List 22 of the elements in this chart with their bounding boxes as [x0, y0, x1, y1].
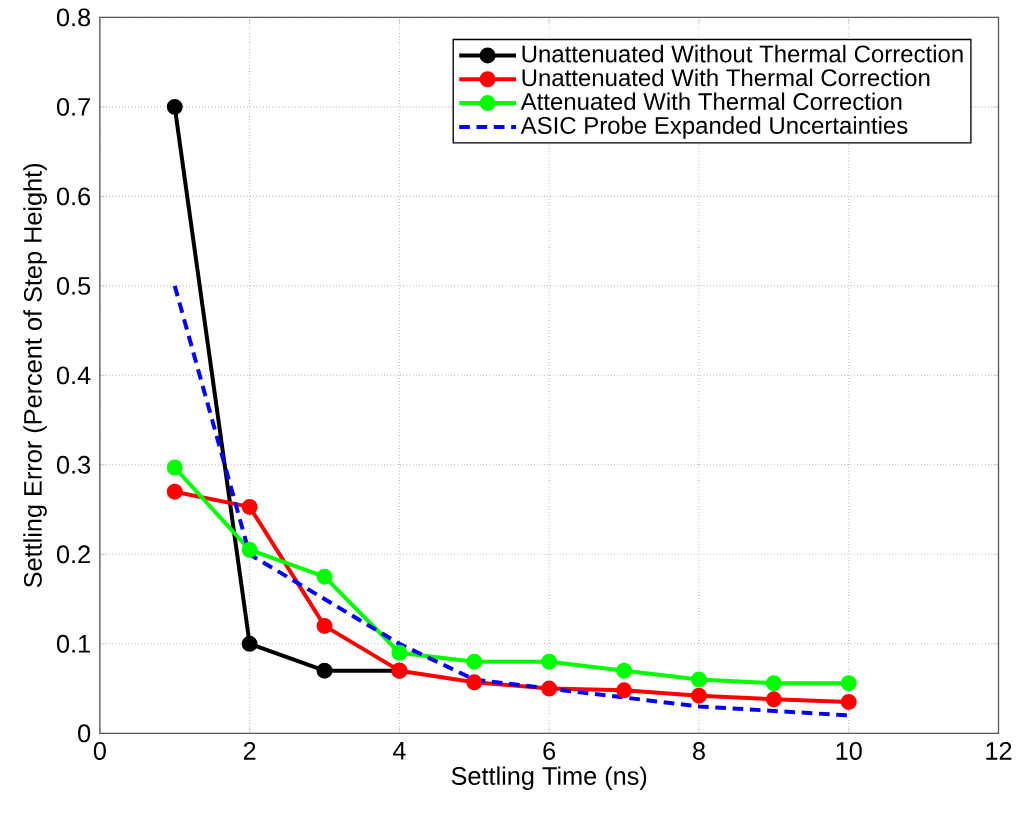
y-tick-label: 0.7 [56, 97, 90, 116]
y-tick-label: 0.5 [56, 276, 91, 295]
legend-label: ASIC Probe Expanded Uncertainties [520, 116, 908, 139]
y-tick-label: 0.4 [56, 366, 91, 385]
legend-label: Attenuated With Thermal Correction [520, 92, 902, 110]
y-tick-label: 0.8 [56, 8, 91, 27]
x-axis-title: Settling Time (ns) [451, 766, 647, 790]
y-tick-label: 0.1 [56, 634, 90, 653]
x-tick-label: 4 [392, 741, 406, 760]
x-tick-label: 8 [693, 741, 705, 760]
y-tick-label: 0.6 [56, 187, 91, 206]
y-tick-label: 0.3 [56, 455, 91, 474]
x-tick-label: 0 [93, 741, 106, 760]
y-tick-label: 0.2 [56, 545, 90, 564]
legend-label: Unattenuated With Thermal Correction [522, 68, 930, 87]
y-axis-title: Settling Error (Percent of Step Height) [23, 163, 47, 588]
x-tick-label: 10 [836, 741, 862, 760]
y-tick-label: 0 [78, 724, 91, 743]
x-tick-label: 6 [543, 741, 556, 760]
x-tick-label: 12 [986, 741, 1012, 760]
legend-label: Unattenuated Without Thermal Correction [522, 44, 963, 63]
x-tick-label: 2 [243, 741, 256, 760]
